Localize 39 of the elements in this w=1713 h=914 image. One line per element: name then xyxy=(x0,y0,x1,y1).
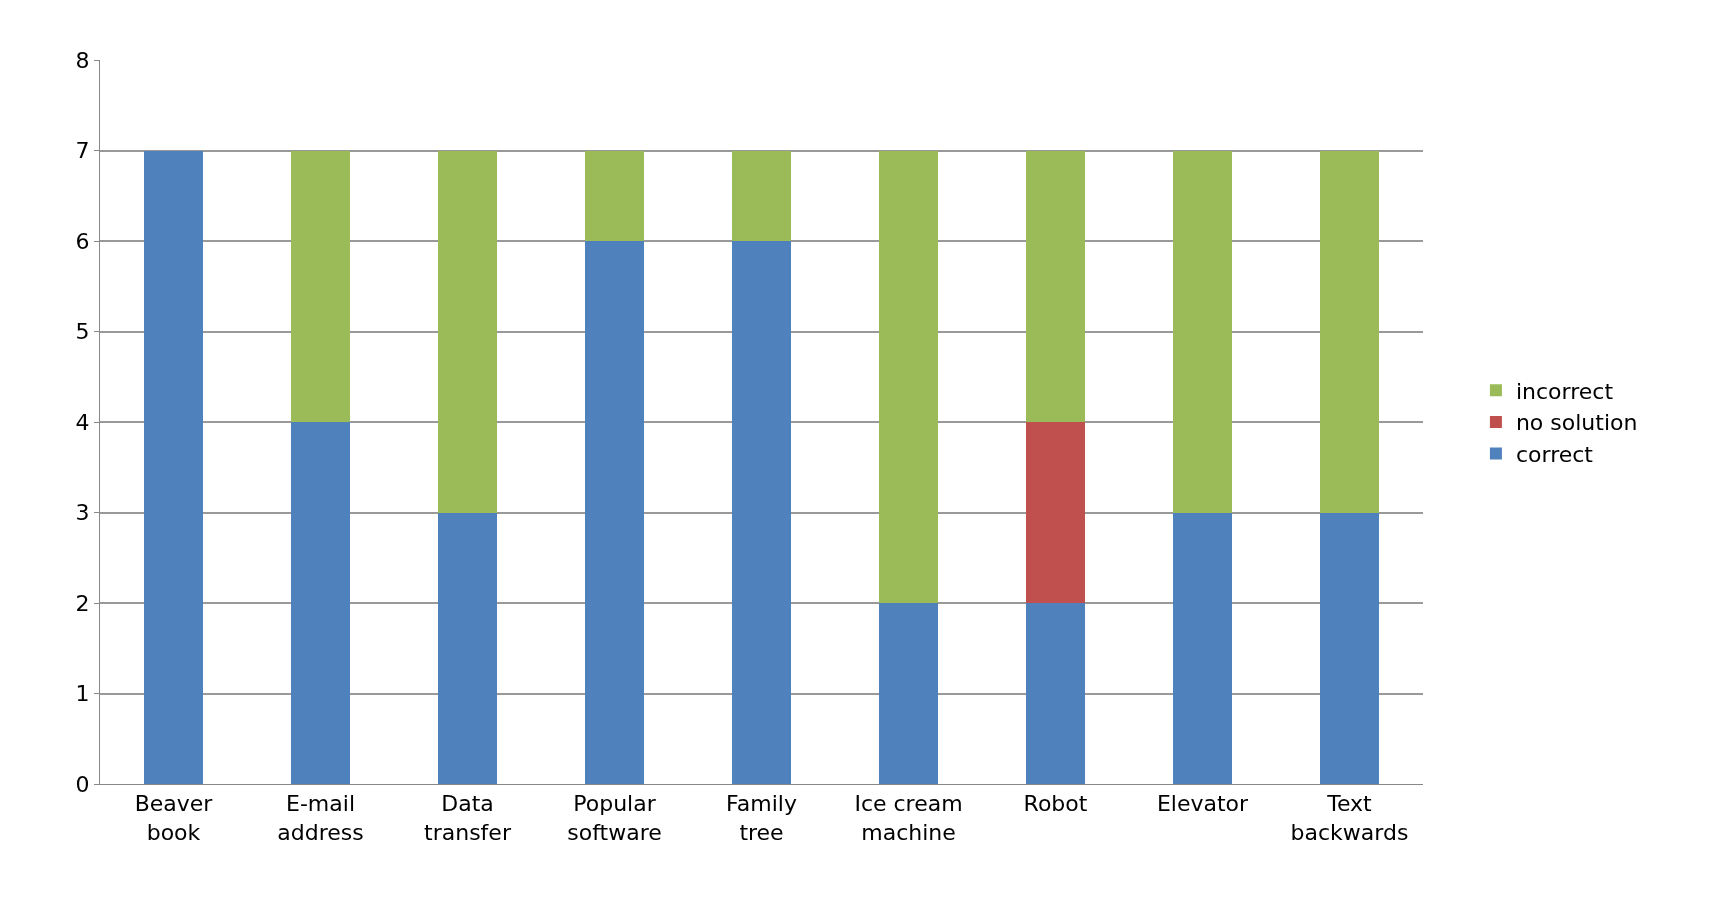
y-tick-label: 3 xyxy=(75,500,90,526)
bar xyxy=(1026,422,1085,603)
x-tick-label: Data transfer xyxy=(424,791,512,845)
legend-label: incorrect xyxy=(1515,378,1614,404)
y-tick-label: 2 xyxy=(75,590,90,616)
x-tick-label: Popular software xyxy=(567,791,662,845)
bar xyxy=(291,422,350,784)
bar xyxy=(1026,150,1085,422)
x-tick-label: E-mail address xyxy=(277,791,364,845)
x-tick-label: Text backwards xyxy=(1290,791,1409,845)
x-tick-label: Elevator xyxy=(1156,791,1250,817)
x-tick-label: Ice cream machine xyxy=(854,791,963,845)
bar xyxy=(1173,512,1232,784)
y-tick-label: 0 xyxy=(75,771,90,797)
bar xyxy=(1026,603,1085,784)
bar xyxy=(1173,150,1232,513)
x-tick-label: Beaver book xyxy=(134,791,214,845)
bar xyxy=(144,150,203,784)
y-tick-label: 8 xyxy=(75,47,90,73)
bar xyxy=(1320,512,1379,784)
y-tick-label: 7 xyxy=(75,138,90,164)
y-tick-label: 1 xyxy=(75,681,90,707)
bar xyxy=(438,150,497,513)
bar xyxy=(585,150,644,241)
bar xyxy=(438,512,497,784)
y-tick-label: 6 xyxy=(75,228,90,254)
y-tick-label: 5 xyxy=(75,319,90,345)
bar xyxy=(585,241,644,784)
bar xyxy=(732,241,791,784)
bar xyxy=(732,150,791,241)
x-tick-label: Robot xyxy=(1023,791,1088,817)
y-tick-label: 4 xyxy=(75,409,90,435)
bar xyxy=(879,603,938,784)
bar xyxy=(1320,150,1379,513)
bar xyxy=(291,150,350,422)
legend-label: correct xyxy=(1515,442,1594,468)
legend-label: no solution xyxy=(1515,410,1638,436)
x-tick-label: Family tree xyxy=(726,791,797,845)
bar xyxy=(879,150,938,603)
